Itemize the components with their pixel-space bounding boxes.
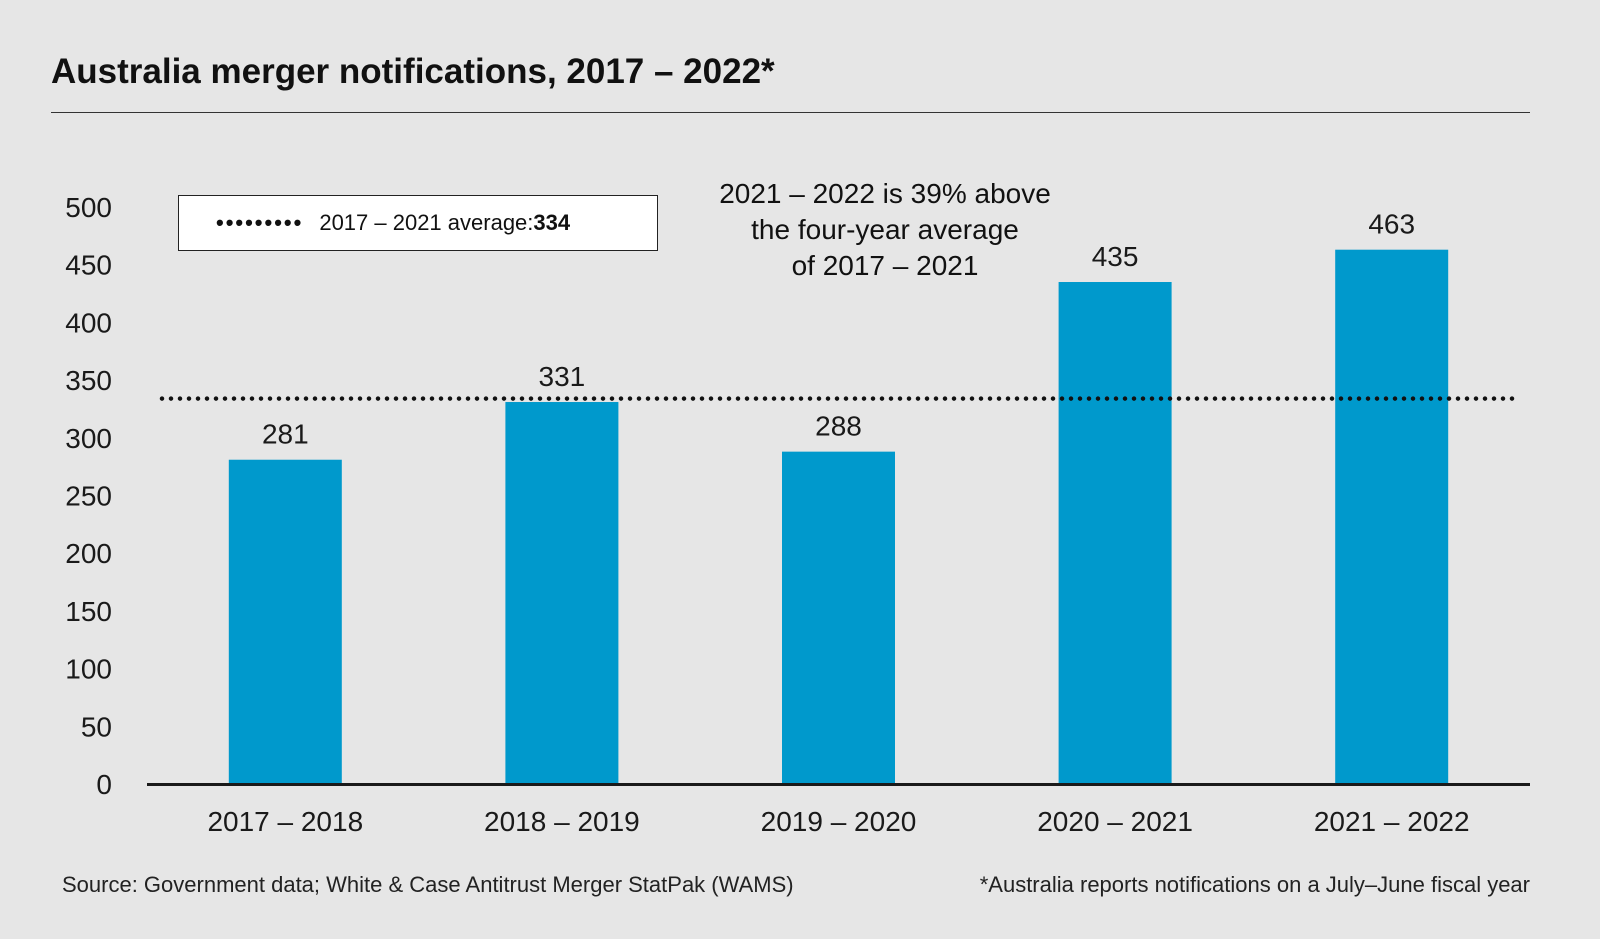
bar xyxy=(1335,249,1449,784)
title-rule xyxy=(51,112,1530,113)
y-tick-label: 450 xyxy=(65,250,112,281)
y-tick-label: 100 xyxy=(65,654,112,685)
y-tick-label: 0 xyxy=(96,769,112,800)
fiscal-year-note: *Australia reports notifications on a Ju… xyxy=(979,872,1530,897)
bar-value-label: 331 xyxy=(539,361,586,392)
chart-title: Australia merger notifications, 2017 – 2… xyxy=(51,52,775,91)
bar xyxy=(505,402,619,784)
x-tick-label: 2019 – 2020 xyxy=(761,806,917,837)
annotation-line: the four-year average xyxy=(751,214,1019,245)
dotted-line-legend-icon: ••••••••• xyxy=(216,210,304,235)
legend-label: 2017 – 2021 average: xyxy=(319,210,534,235)
bar-value-label: 281 xyxy=(262,419,309,450)
bar-value-label: 288 xyxy=(815,411,862,442)
legend: ••••••••• 2017 – 2021 average: 334 xyxy=(178,195,658,251)
bar xyxy=(782,451,895,784)
y-tick-label: 300 xyxy=(65,423,112,454)
y-tick-label: 250 xyxy=(65,481,112,512)
bar-value-label: 463 xyxy=(1368,209,1415,240)
x-tick-label: 2018 – 2019 xyxy=(484,806,640,837)
annotation-line: of 2017 – 2021 xyxy=(791,250,979,281)
y-tick-label: 150 xyxy=(65,596,112,627)
bar-value-label: 435 xyxy=(1092,241,1139,272)
x-tick-label: 2021 – 2022 xyxy=(1314,806,1470,837)
x-tick-label: 2017 – 2018 xyxy=(207,806,363,837)
bar xyxy=(228,459,342,784)
legend-value: 334 xyxy=(533,210,571,235)
y-tick-label: 200 xyxy=(65,538,112,569)
y-tick-label: 50 xyxy=(81,711,112,742)
chart-annotation: 2021 – 2022 is 39% above the four-year a… xyxy=(690,176,1080,284)
y-tick-label: 350 xyxy=(65,365,112,396)
annotation-line: 2021 – 2022 is 39% above xyxy=(719,178,1051,209)
y-tick-label: 400 xyxy=(65,307,112,338)
bar xyxy=(1058,282,1172,784)
source-note: Source: Government data; White & Case An… xyxy=(62,872,794,897)
x-tick-label: 2020 – 2021 xyxy=(1037,806,1193,837)
y-tick-label: 500 xyxy=(65,192,112,223)
